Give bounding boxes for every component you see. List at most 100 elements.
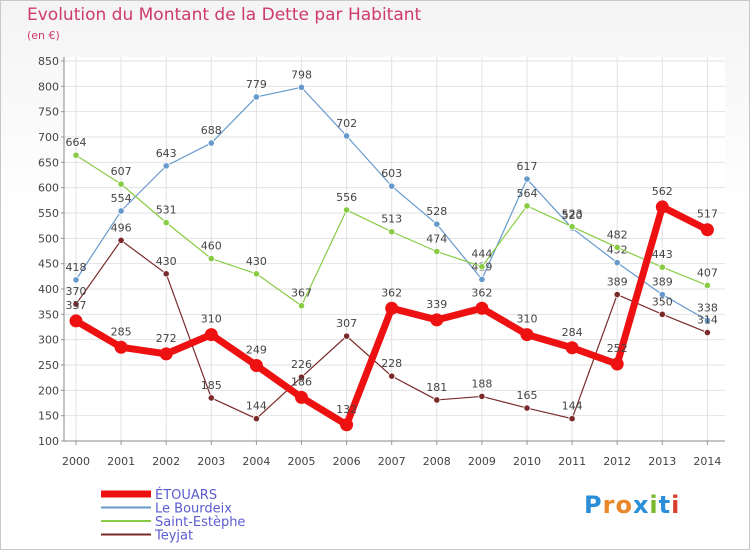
- data-label: 362: [381, 286, 402, 299]
- data-label: 389: [652, 276, 673, 289]
- data-label: 798: [291, 68, 312, 81]
- data-label: 430: [246, 255, 267, 268]
- chart-subtitle: (en €): [27, 29, 60, 42]
- data-point: [478, 275, 486, 283]
- data-label: 496: [111, 221, 132, 234]
- data-point: [388, 372, 396, 380]
- x-tick-label: 2007: [378, 455, 406, 468]
- data-point: [252, 415, 260, 423]
- data-point: [610, 357, 624, 371]
- data-label: 607: [111, 165, 132, 178]
- data-label: 350: [652, 295, 673, 308]
- data-label: 188: [471, 377, 492, 390]
- y-tick-label: 200: [38, 384, 59, 397]
- data-point: [114, 340, 128, 354]
- y-tick-label: 300: [38, 334, 59, 347]
- y-tick-label: 750: [38, 106, 59, 119]
- x-tick-label: 2002: [152, 455, 180, 468]
- data-label: 272: [156, 332, 177, 345]
- data-point: [207, 139, 215, 147]
- y-tick-label: 100: [38, 435, 59, 448]
- data-point: [204, 328, 218, 342]
- data-point: [385, 301, 399, 315]
- data-label: 181: [426, 381, 447, 394]
- data-point: [703, 281, 712, 290]
- data-point: [162, 270, 170, 278]
- data-point: [478, 263, 486, 271]
- y-tick-label: 800: [38, 80, 59, 93]
- data-point: [72, 300, 80, 308]
- data-point: [342, 132, 351, 140]
- data-point: [159, 347, 173, 361]
- y-tick-label: 550: [38, 207, 59, 220]
- data-point: [520, 328, 534, 342]
- data-point: [568, 223, 576, 231]
- data-label: 556: [336, 191, 357, 204]
- x-tick-label: 2006: [333, 455, 361, 468]
- data-label: 249: [246, 344, 267, 357]
- data-label: 474: [426, 233, 447, 246]
- data-point: [523, 404, 531, 412]
- data-point: [658, 310, 666, 318]
- data-point: [658, 263, 666, 271]
- y-tick-label: 650: [38, 156, 59, 169]
- y-tick-label: 700: [38, 131, 59, 144]
- data-label: 339: [426, 298, 447, 311]
- data-point: [207, 394, 215, 402]
- data-point: [295, 390, 308, 404]
- x-tick-label: 2012: [603, 455, 631, 468]
- data-point: [162, 162, 170, 170]
- data-point: [72, 276, 80, 284]
- data-point: [433, 396, 441, 404]
- brand-logo: Proxiti: [584, 491, 681, 519]
- data-point: [162, 219, 170, 227]
- data-label: 252: [607, 342, 628, 355]
- data-label: 310: [517, 313, 538, 326]
- data-point: [430, 313, 444, 327]
- data-label: 284: [562, 326, 583, 339]
- data-label: 520: [562, 209, 583, 222]
- data-label: 144: [246, 400, 267, 413]
- data-label: 523: [562, 208, 583, 221]
- data-point: [297, 302, 306, 310]
- data-point: [117, 207, 125, 215]
- data-label: 482: [607, 228, 628, 241]
- data-point: [433, 220, 441, 228]
- data-label: 444: [471, 248, 492, 261]
- y-tick-label: 250: [38, 359, 59, 372]
- data-point: [703, 328, 712, 337]
- data-label: 228: [381, 357, 402, 370]
- data-point: [342, 206, 351, 214]
- data-label: 132: [336, 403, 357, 416]
- data-label: 337: [66, 299, 87, 312]
- data-point: [207, 255, 215, 263]
- data-label: 285: [111, 325, 132, 338]
- data-label: 389: [607, 276, 628, 289]
- y-tick-label: 400: [38, 283, 59, 296]
- legend-label: ÉTOUARS: [155, 487, 217, 503]
- data-label: 443: [652, 248, 673, 261]
- data-label: 362: [471, 286, 492, 299]
- x-tick-label: 2001: [107, 455, 135, 468]
- data-label: 370: [66, 285, 87, 298]
- data-point: [297, 83, 306, 91]
- x-tick-label: 2011: [558, 455, 586, 468]
- data-point: [340, 418, 354, 432]
- data-point: [568, 415, 576, 423]
- data-label: 144: [562, 400, 583, 413]
- legend-label: Saint-Estèphe: [155, 515, 245, 530]
- data-label: 564: [517, 187, 538, 200]
- data-point: [388, 182, 396, 190]
- data-point: [342, 332, 351, 340]
- data-label: 528: [426, 205, 447, 218]
- data-label: 643: [156, 147, 177, 160]
- data-label: 554: [111, 192, 132, 205]
- y-tick-label: 600: [38, 182, 59, 195]
- data-point: [655, 200, 669, 214]
- data-label: 314: [697, 314, 718, 327]
- y-tick-label: 350: [38, 308, 59, 321]
- x-tick-label: 2013: [648, 455, 676, 468]
- x-tick-label: 2009: [468, 455, 496, 468]
- data-point: [117, 236, 125, 244]
